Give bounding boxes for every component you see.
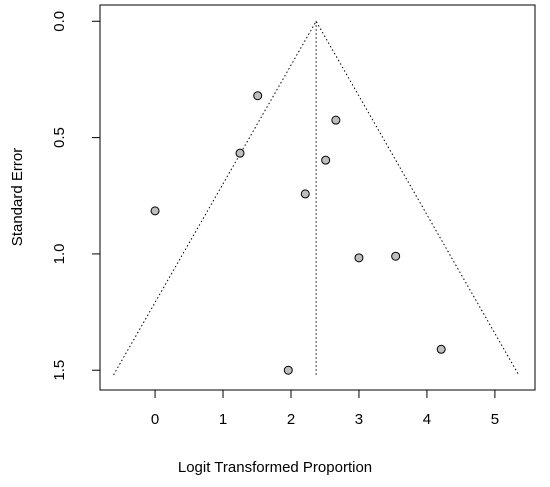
x-tick-label: 4 xyxy=(423,411,431,428)
study-point xyxy=(436,344,446,354)
y-axis-title: Standard Error xyxy=(9,148,26,246)
x-tick-label: 1 xyxy=(219,411,227,428)
x-axis-title: Logit Transformed Proportion xyxy=(178,459,372,476)
study-point xyxy=(354,253,364,263)
study-point xyxy=(331,115,341,125)
study-point xyxy=(235,148,245,158)
study-point xyxy=(321,155,331,165)
study-point xyxy=(253,91,263,101)
y-tick-label: 0.5 xyxy=(51,127,68,148)
plot-box xyxy=(99,4,536,391)
x-tick-label: 5 xyxy=(491,411,499,428)
x-tick-label: 2 xyxy=(287,411,295,428)
study-point xyxy=(150,206,160,216)
study-point xyxy=(283,365,293,375)
study-point xyxy=(300,189,310,199)
y-tick-label: 1.5 xyxy=(51,360,68,381)
study-point xyxy=(391,251,401,261)
y-tick-label: 0.0 xyxy=(51,11,68,32)
x-tick-label: 0 xyxy=(151,411,159,428)
y-tick-label: 1.0 xyxy=(51,243,68,264)
x-tick-label: 3 xyxy=(355,411,363,428)
